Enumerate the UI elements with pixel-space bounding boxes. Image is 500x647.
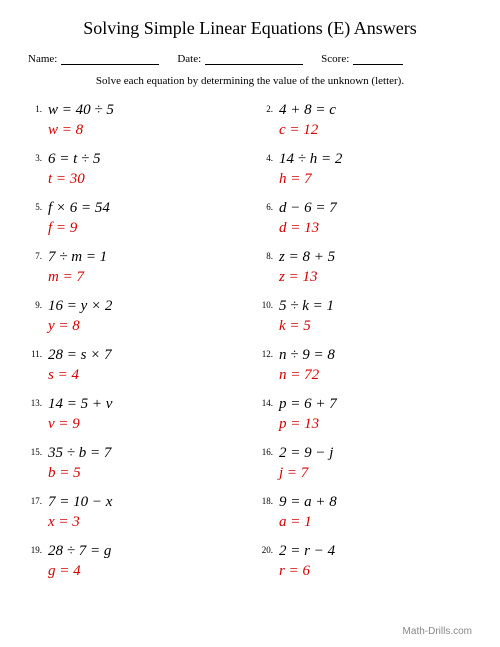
instructions: Solve each equation by determining the v… bbox=[28, 75, 472, 87]
problem-number: 6. bbox=[261, 199, 279, 212]
problem-number: 16. bbox=[261, 444, 279, 457]
problem-number: 3. bbox=[30, 150, 48, 163]
problem: 5.f × 6 = 54f = 9 bbox=[30, 199, 241, 238]
problem-equation: w = 40 ÷ 5 bbox=[48, 101, 114, 121]
problem: 11.28 = s × 7s = 4 bbox=[30, 346, 241, 385]
problem: 15.35 ÷ b = 7b = 5 bbox=[30, 444, 241, 483]
problem-number: 9. bbox=[30, 297, 48, 310]
problem-number: 8. bbox=[261, 248, 279, 261]
problem-number: 1. bbox=[30, 101, 48, 114]
problem-number: 12. bbox=[261, 346, 279, 359]
problem-number: 2. bbox=[261, 101, 279, 114]
problem: 10.5 ÷ k = 1k = 5 bbox=[261, 297, 472, 336]
problem: 14.p = 6 + 7p = 13 bbox=[261, 395, 472, 434]
problem-equation: p = 6 + 7 bbox=[279, 395, 337, 415]
problem-number: 17. bbox=[30, 493, 48, 506]
problem-equation: 5 ÷ k = 1 bbox=[279, 297, 334, 317]
problem-answer: s = 4 bbox=[48, 366, 112, 386]
problem-equation: 4 + 8 = c bbox=[279, 101, 336, 121]
name-field: Name: bbox=[28, 53, 159, 65]
problem-number: 18. bbox=[261, 493, 279, 506]
problem-equation: 7 = 10 − x bbox=[48, 493, 112, 513]
problem-answer: v = 9 bbox=[48, 415, 112, 435]
problem-equation: 9 = a + 8 bbox=[279, 493, 337, 513]
problem-answer: a = 1 bbox=[279, 513, 337, 533]
date-underline bbox=[205, 54, 303, 65]
name-label: Name: bbox=[28, 53, 57, 65]
problem: 3.6 = t ÷ 5t = 30 bbox=[30, 150, 241, 189]
problem-number: 5. bbox=[30, 199, 48, 212]
problem-equation: f × 6 = 54 bbox=[48, 199, 110, 219]
problem: 16.2 = 9 − jj = 7 bbox=[261, 444, 472, 483]
problem-answer: w = 8 bbox=[48, 121, 114, 141]
problem-answer: g = 4 bbox=[48, 562, 111, 582]
score-label: Score: bbox=[321, 53, 349, 65]
problem-answer: m = 7 bbox=[48, 268, 107, 288]
problem: 6.d − 6 = 7d = 13 bbox=[261, 199, 472, 238]
problem-answer: d = 13 bbox=[279, 219, 337, 239]
problem: 4.14 ÷ h = 2h = 7 bbox=[261, 150, 472, 189]
problem-equation: 14 ÷ h = 2 bbox=[279, 150, 342, 170]
problem-answer: z = 13 bbox=[279, 268, 335, 288]
problem-equation: 28 ÷ 7 = g bbox=[48, 542, 111, 562]
problem-equation: 2 = 9 − j bbox=[279, 444, 333, 464]
problem-answer: n = 72 bbox=[279, 366, 335, 386]
problem-equation: n ÷ 9 = 8 bbox=[279, 346, 335, 366]
score-field: Score: bbox=[321, 53, 403, 65]
problem: 12.n ÷ 9 = 8n = 72 bbox=[261, 346, 472, 385]
problem-answer: c = 12 bbox=[279, 121, 336, 141]
name-underline bbox=[61, 54, 159, 65]
problem-equation: z = 8 + 5 bbox=[279, 248, 335, 268]
problem-number: 15. bbox=[30, 444, 48, 457]
problem-answer: x = 3 bbox=[48, 513, 112, 533]
score-underline bbox=[353, 54, 403, 65]
problem: 7.7 ÷ m = 1m = 7 bbox=[30, 248, 241, 287]
footer-attribution: Math-Drills.com bbox=[403, 626, 472, 637]
problem-equation: 35 ÷ b = 7 bbox=[48, 444, 111, 464]
problem-equation: 7 ÷ m = 1 bbox=[48, 248, 107, 268]
problem-equation: 6 = t ÷ 5 bbox=[48, 150, 101, 170]
problem: 13.14 = 5 + vv = 9 bbox=[30, 395, 241, 434]
problem: 20.2 = r − 4r = 6 bbox=[261, 542, 472, 581]
problem-number: 14. bbox=[261, 395, 279, 408]
problem-answer: h = 7 bbox=[279, 170, 342, 190]
problem-equation: 28 = s × 7 bbox=[48, 346, 112, 366]
problem-number: 4. bbox=[261, 150, 279, 163]
problem: 8.z = 8 + 5z = 13 bbox=[261, 248, 472, 287]
problem-number: 7. bbox=[30, 248, 48, 261]
problem-answer: r = 6 bbox=[279, 562, 335, 582]
problem: 18.9 = a + 8a = 1 bbox=[261, 493, 472, 532]
problem-equation: 2 = r − 4 bbox=[279, 542, 335, 562]
problem-number: 19. bbox=[30, 542, 48, 555]
problem: 17.7 = 10 − xx = 3 bbox=[30, 493, 241, 532]
problem-number: 13. bbox=[30, 395, 48, 408]
problem-answer: y = 8 bbox=[48, 317, 112, 337]
problem-answer: k = 5 bbox=[279, 317, 334, 337]
date-label: Date: bbox=[177, 53, 201, 65]
problem-equation: d − 6 = 7 bbox=[279, 199, 337, 219]
problem-number: 20. bbox=[261, 542, 279, 555]
problem: 19.28 ÷ 7 = gg = 4 bbox=[30, 542, 241, 581]
problem: 9.16 = y × 2y = 8 bbox=[30, 297, 241, 336]
problem-answer: b = 5 bbox=[48, 464, 111, 484]
problem: 1.w = 40 ÷ 5w = 8 bbox=[30, 101, 241, 140]
header-fields: Name: Date: Score: bbox=[28, 53, 472, 65]
problem-number: 10. bbox=[261, 297, 279, 310]
page-title: Solving Simple Linear Equations (E) Answ… bbox=[28, 18, 472, 39]
date-field: Date: bbox=[177, 53, 303, 65]
problem-equation: 16 = y × 2 bbox=[48, 297, 112, 317]
problem-answer: f = 9 bbox=[48, 219, 110, 239]
problem-number: 11. bbox=[30, 346, 48, 359]
problem-answer: p = 13 bbox=[279, 415, 337, 435]
problem-answer: j = 7 bbox=[279, 464, 333, 484]
problems-grid: 1.w = 40 ÷ 5w = 8 2.4 + 8 = cc = 12 3.6 = … bbox=[28, 101, 472, 581]
problem-answer: t = 30 bbox=[48, 170, 101, 190]
problem: 2.4 + 8 = cc = 12 bbox=[261, 101, 472, 140]
problem-equation: 14 = 5 + v bbox=[48, 395, 112, 415]
